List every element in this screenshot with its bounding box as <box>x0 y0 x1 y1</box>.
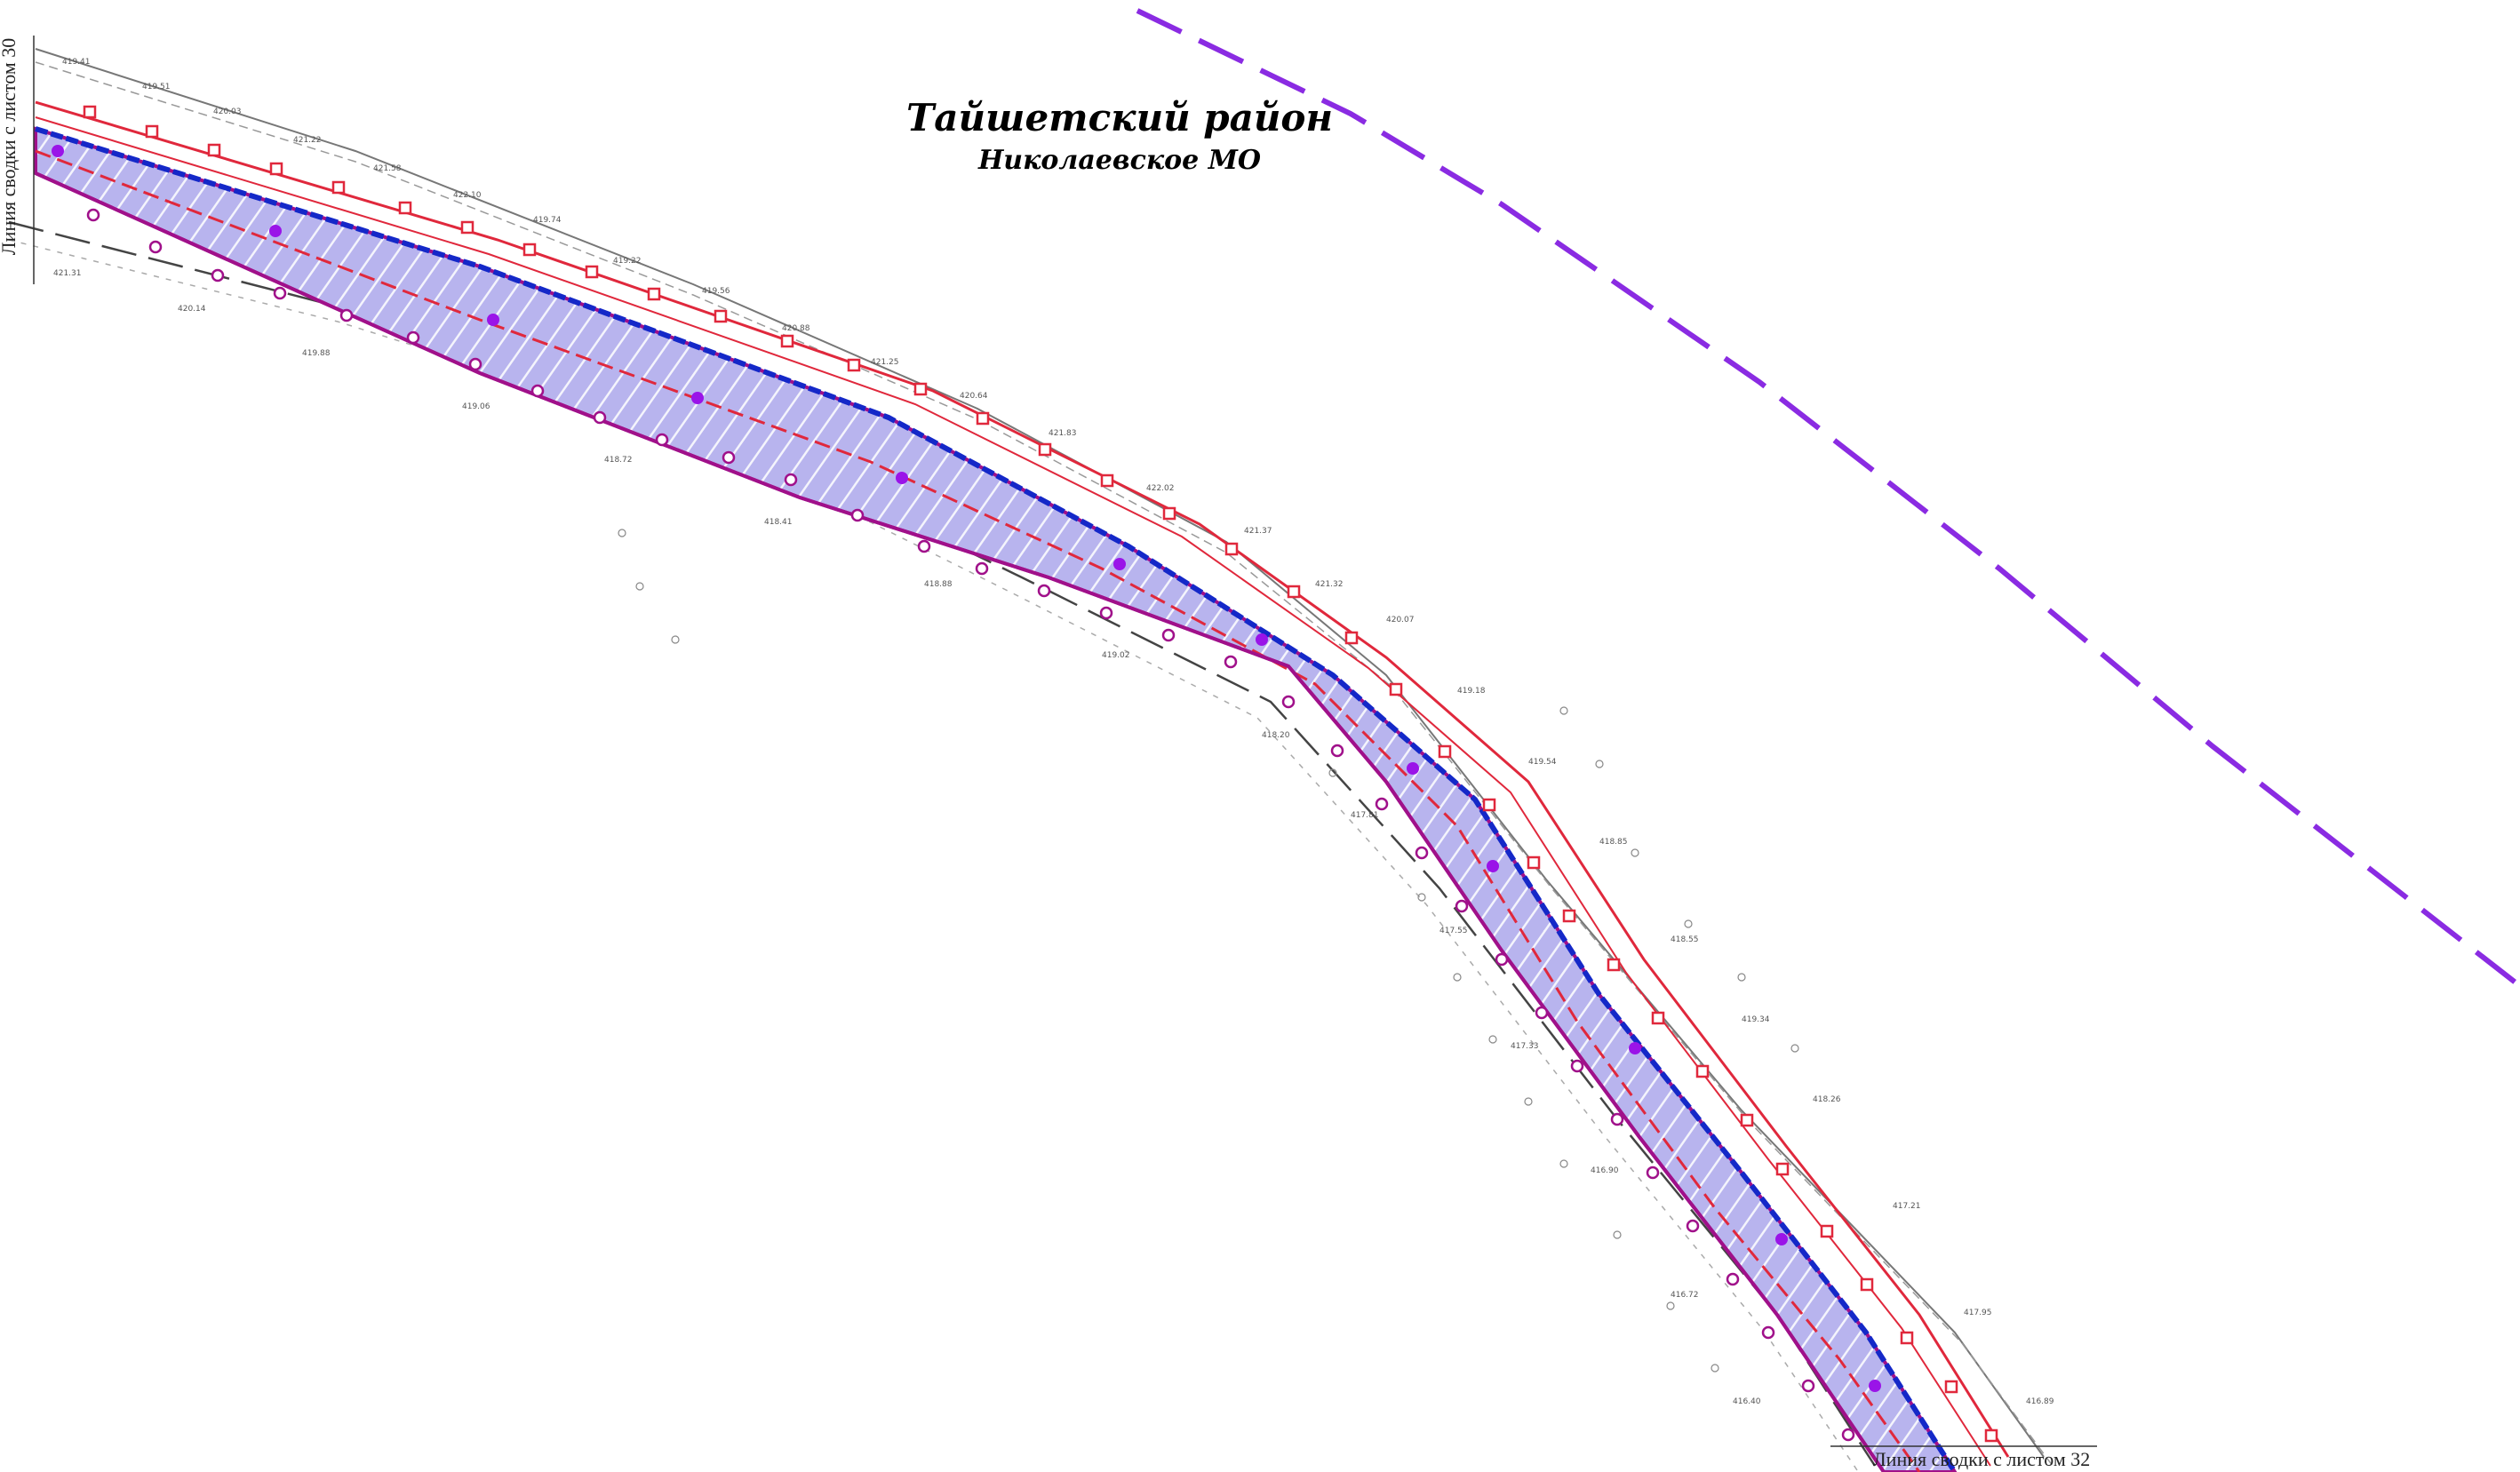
svg-text:421.22: 421.22 <box>293 136 322 145</box>
svg-text:419.41: 419.41 <box>62 58 91 67</box>
svg-text:421.83: 421.83 <box>1049 429 1077 438</box>
survey-elevation-labels: 419.41 419.51 420.03 421.22 421.58 422.10 41… <box>53 58 2054 1406</box>
survey-strip-lower <box>8 220 1877 1467</box>
svg-text:422.02: 422.02 <box>1146 484 1175 493</box>
svg-text:419.56: 419.56 <box>702 287 730 296</box>
svg-text:421.25: 421.25 <box>871 358 899 367</box>
boundary-markers-upper <box>83 105 1998 1443</box>
svg-text:419.51: 419.51 <box>142 83 171 92</box>
road-edge-line <box>35 126 1958 1472</box>
district-title: Тайшетский район <box>906 96 1334 139</box>
svg-text:420.88: 420.88 <box>782 324 810 333</box>
district-boundary-line <box>1136 8 2520 989</box>
zone-lower-boundary <box>35 171 1886 1472</box>
svg-text:419.88: 419.88 <box>302 349 331 358</box>
svg-text:420.07: 420.07 <box>1386 616 1415 625</box>
svg-text:421.58: 421.58 <box>373 164 402 173</box>
svg-text:420.14: 420.14 <box>178 305 206 314</box>
svg-text:418.72: 418.72 <box>604 456 633 465</box>
municipality-subtitle: Николаевское МО <box>977 145 1262 176</box>
svg-text:422.10: 422.10 <box>453 191 482 200</box>
svg-text:419.74: 419.74 <box>533 216 562 225</box>
right-of-way-zone <box>34 126 1958 1472</box>
svg-text:418.85: 418.85 <box>1599 838 1628 847</box>
svg-text:419.06: 419.06 <box>462 402 490 411</box>
survey-strip-upper <box>35 48 2045 1458</box>
svg-text:416.40: 416.40 <box>1733 1397 1761 1406</box>
svg-text:417.81: 417.81 <box>1351 811 1379 820</box>
svg-text:416.72: 416.72 <box>1671 1291 1699 1300</box>
survey-points <box>618 529 1799 1373</box>
svg-text:421.32: 421.32 <box>1315 580 1344 589</box>
svg-text:420.64: 420.64 <box>960 392 988 401</box>
svg-text:421.37: 421.37 <box>1244 527 1272 536</box>
svg-text:416.89: 416.89 <box>2026 1397 2054 1406</box>
svg-text:419.54: 419.54 <box>1528 758 1557 767</box>
svg-text:416.90: 416.90 <box>1591 1166 1619 1175</box>
match-line-bottom-label: Линия сводки с листом 32 <box>1872 1448 2091 1470</box>
boundary-red-inner <box>35 116 1991 1467</box>
svg-text:418.88: 418.88 <box>924 580 953 589</box>
survey-strip-lower-2 <box>8 239 1858 1471</box>
axis-vertices <box>52 145 1881 1392</box>
boundary-markers-lower <box>86 208 1855 1442</box>
svg-text:420.03: 420.03 <box>213 107 242 116</box>
svg-text:417.33: 417.33 <box>1511 1042 1539 1051</box>
svg-text:417.95: 417.95 <box>1964 1309 1992 1317</box>
svg-text:419.34: 419.34 <box>1742 1015 1770 1024</box>
svg-text:419.18: 419.18 <box>1457 687 1486 696</box>
svg-text:417.21: 417.21 <box>1893 1202 1921 1211</box>
svg-text:418.20: 418.20 <box>1262 731 1290 740</box>
svg-text:419.02: 419.02 <box>1102 651 1130 660</box>
match-line-left-label: Линия сводки с листом 30 <box>0 37 20 256</box>
svg-text:418.41: 418.41 <box>764 518 793 527</box>
svg-text:421.31: 421.31 <box>53 269 82 278</box>
svg-text:419.22: 419.22 <box>613 257 642 266</box>
svg-text:417.55: 417.55 <box>1439 927 1468 935</box>
svg-text:418.26: 418.26 <box>1813 1095 1841 1104</box>
zone-axis-line <box>35 149 1921 1472</box>
svg-text:418.55: 418.55 <box>1671 935 1699 944</box>
